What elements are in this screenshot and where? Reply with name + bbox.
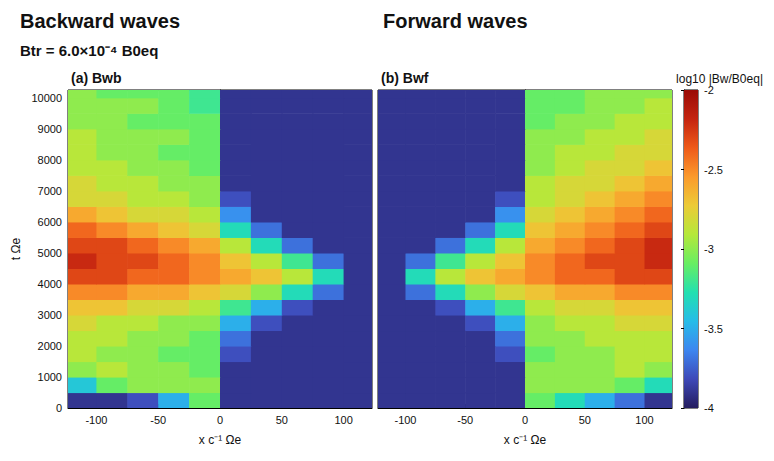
svg-text:-2: -2 (704, 84, 714, 96)
svg-text:Forward waves: Forward waves (383, 10, 528, 32)
svg-text:0: 0 (217, 414, 223, 426)
svg-text:(b) Bwf: (b) Bwf (381, 70, 429, 86)
svg-text:-50: -50 (150, 414, 166, 426)
svg-text:(a) Bwb: (a) Bwb (71, 70, 122, 86)
svg-text:3000: 3000 (38, 309, 62, 321)
svg-text:6000: 6000 (38, 216, 62, 228)
svg-text:-4: -4 (704, 402, 714, 414)
svg-text:7000: 7000 (38, 185, 62, 197)
svg-text:8000: 8000 (38, 154, 62, 166)
svg-text:50: 50 (276, 414, 288, 426)
svg-text:5000: 5000 (38, 247, 62, 259)
svg-text:-100: -100 (85, 414, 107, 426)
svg-text:-3.5: -3.5 (704, 323, 723, 335)
svg-text:-2.5: -2.5 (704, 164, 723, 176)
svg-text:Btr = 6.0×10⁻⁴ B0eq: Btr = 6.0×10⁻⁴ B0eq (20, 42, 158, 59)
svg-text:t Ωe: t Ωe (9, 238, 23, 261)
svg-text:-3: -3 (704, 243, 714, 255)
svg-text:4000: 4000 (38, 278, 62, 290)
svg-text:x c⁻¹ Ωe: x c⁻¹ Ωe (504, 433, 547, 447)
svg-text:9000: 9000 (38, 123, 62, 135)
svg-text:-50: -50 (457, 414, 473, 426)
svg-text:-100: -100 (394, 414, 416, 426)
svg-text:0: 0 (56, 402, 62, 414)
svg-text:2000: 2000 (38, 340, 62, 352)
svg-text:100: 100 (635, 414, 653, 426)
svg-text:x c⁻¹ Ωe: x c⁻¹ Ωe (199, 433, 242, 447)
svg-text:Backward waves: Backward waves (20, 10, 180, 32)
svg-text:50: 50 (579, 414, 591, 426)
svg-text:log10 |Bw/B0eq|: log10 |Bw/B0eq| (676, 72, 763, 86)
svg-text:0: 0 (522, 414, 528, 426)
svg-text:100: 100 (334, 414, 352, 426)
svg-text:10000: 10000 (31, 92, 62, 104)
svg-text:1000: 1000 (38, 371, 62, 383)
